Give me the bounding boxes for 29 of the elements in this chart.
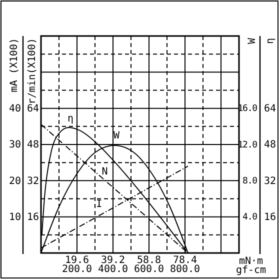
y-tick-label: 10	[8, 212, 21, 224]
y-tick-label: 30	[8, 140, 21, 151]
y2-tick-label: 64	[26, 104, 39, 115]
y-tick-label: 20	[8, 176, 21, 187]
x2-tick-label: 200.0	[62, 264, 92, 276]
y3-tick-label: 4.0	[242, 212, 258, 223]
text: 64	[264, 104, 276, 115]
y3-tick-label: 8.0	[242, 176, 258, 187]
y3-axis-title: W	[247, 37, 258, 44]
text: 16	[264, 212, 276, 224]
y2-axis-title: r/min(X100)	[27, 38, 38, 104]
y3-tick-label: 16.0	[238, 104, 258, 114]
series-label: N	[102, 166, 108, 178]
y2-tick-label: 16	[26, 212, 39, 224]
y2-tick-label: 32	[26, 176, 39, 187]
x2-axis-title: gf-cm	[236, 265, 266, 276]
x2-tick-label: 400.0	[98, 264, 128, 276]
y3-tick-label: 12.0	[238, 140, 258, 150]
text: 32	[264, 176, 276, 187]
text: η	[265, 38, 276, 44]
x2-tick-label: 800.0	[170, 264, 200, 276]
x2-tick-label: 600.0	[134, 264, 164, 276]
y-tick-label: 40	[8, 104, 21, 115]
text: 48	[264, 140, 276, 151]
y-axis-title: mA (X100)	[9, 38, 20, 92]
series-label: η	[68, 114, 74, 125]
series-label: I	[96, 199, 102, 210]
y2-tick-label: 48	[26, 140, 39, 151]
series-label: W	[113, 130, 120, 142]
